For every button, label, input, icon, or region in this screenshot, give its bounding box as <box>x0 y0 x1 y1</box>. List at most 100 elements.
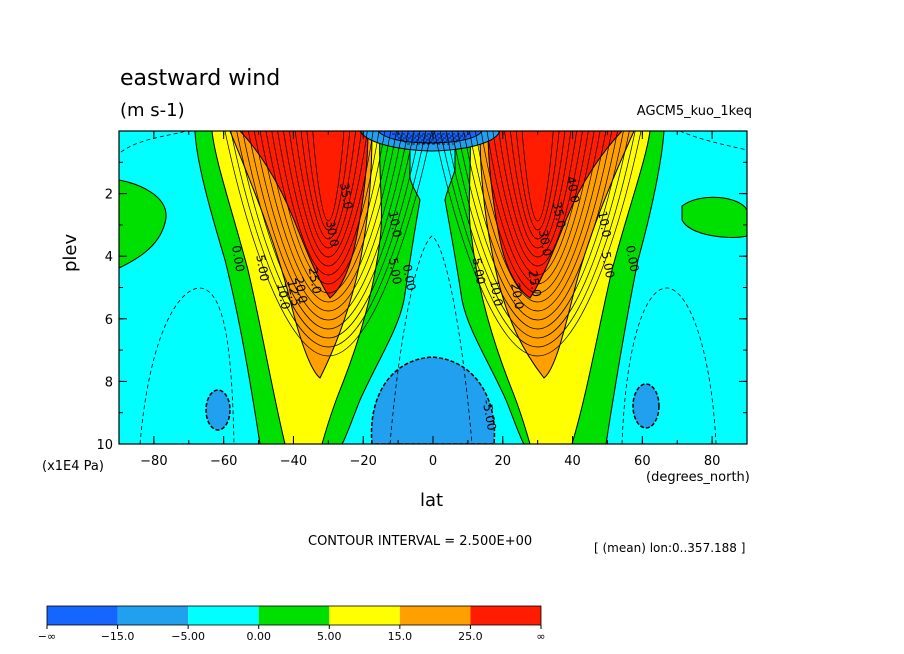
contour-label: -5.00 <box>480 399 499 432</box>
x-tick-label: −40 <box>280 454 307 469</box>
contour-neg-center <box>389 235 473 444</box>
contour-label: 30.0 <box>536 229 554 258</box>
contour-neg-topleft <box>120 131 187 153</box>
legend-swatch <box>470 606 541 625</box>
contour-label: 5.00 <box>470 257 488 286</box>
x-tick-label: 20 <box>495 454 512 469</box>
jet-contour-line <box>224 131 433 357</box>
x-tick-label: 60 <box>634 454 651 469</box>
contour-label: 20.0 <box>292 276 310 305</box>
jet-contour-line <box>300 131 356 240</box>
jet-contour-line <box>242 131 415 330</box>
y-unit-label: (x1E4 Pa) <box>42 459 104 474</box>
legend-swatch <box>117 606 189 625</box>
jet-contour-line <box>504 131 572 249</box>
jet-contour-line <box>486 131 589 276</box>
jet-contour-line <box>253 131 403 312</box>
contour-label: 20.0 <box>508 282 526 311</box>
jet-contour-line <box>445 131 630 339</box>
x-tick-label: −20 <box>350 454 377 469</box>
jet-contour-line <box>474 131 601 294</box>
x-axis-ticks: −80 −60 −40 −20 0 20 40 60 80 <box>118 131 748 469</box>
legend-label: 5.00 <box>317 630 342 643</box>
field-blue-left <box>205 389 231 431</box>
contour-label: 25.0 <box>306 266 324 295</box>
contour-label: 40.0 <box>564 175 582 204</box>
jet-contour-line <box>294 131 362 249</box>
legend-label: 15.0 <box>388 630 413 643</box>
y-tick-label: 4 <box>105 250 113 265</box>
jet-contour-line <box>492 131 583 267</box>
jet-contour-line <box>457 131 618 321</box>
x-tick-label: 0 <box>429 454 437 469</box>
legend-swatch <box>188 606 259 625</box>
contour-neg-right <box>621 287 717 444</box>
field-green-right-edge <box>681 196 747 238</box>
jet-contour-line <box>521 131 554 222</box>
y-tick-label: 10 <box>96 438 113 453</box>
contour-label: 12.5 <box>285 279 303 308</box>
jet-contour-line <box>283 131 374 267</box>
jet-contour-line <box>236 131 421 339</box>
legend-swatch <box>399 606 471 625</box>
contour-label: 5.00 <box>386 257 404 286</box>
jet-contour-line <box>515 131 560 231</box>
contour-label: 10.0 <box>274 282 292 311</box>
contour-label: 10.0 <box>487 279 505 308</box>
legend-swatch <box>329 606 400 625</box>
jet-contour-line <box>265 131 392 294</box>
contour-neg-topright <box>679 131 747 151</box>
chart-units: (m s-1) <box>120 100 185 121</box>
jet-contour-line <box>288 131 368 258</box>
jet-contour-line <box>277 131 380 276</box>
legend-label: ∞ <box>536 630 545 643</box>
jet-contour-line <box>469 131 607 303</box>
contour-label: 10.0 <box>595 210 613 239</box>
contour-label: 0.00 <box>400 263 418 292</box>
color-legend: −∞ −15.0 −5.00 0.00 5.00 15.0 25.0 ∞ <box>38 605 546 643</box>
jet-contour-line <box>312 131 345 222</box>
y-tick-label: 8 <box>105 375 113 390</box>
x-axis-label: lat <box>420 490 444 511</box>
jet-contour-line <box>259 131 397 303</box>
x-tick-label: 80 <box>704 454 721 469</box>
contour-label: 10.0 <box>386 210 404 239</box>
jet-contour-line <box>248 131 409 321</box>
legend-label: −15.0 <box>101 630 135 643</box>
y-tick-label: 2 <box>105 188 113 203</box>
jet-contour-line <box>480 131 595 285</box>
contour-label: 35.0 <box>550 200 568 229</box>
mean-text: [ (mean) lon:0..357.188 ] <box>594 541 746 555</box>
field-blue-right <box>632 383 660 429</box>
x-tick-label: −60 <box>210 454 237 469</box>
legend-swatch <box>258 606 330 625</box>
contour-label: 35.0 <box>337 182 355 211</box>
x-tick-label: 40 <box>564 454 581 469</box>
jet-contour-line <box>451 131 624 330</box>
legend-label: −5.00 <box>171 630 205 643</box>
contour-neg-left <box>139 287 235 444</box>
chart-title: eastward wind <box>120 66 281 91</box>
legend-label: 25.0 <box>458 630 483 643</box>
jet-contour-line <box>463 131 613 312</box>
contour-label: 0.00 <box>229 244 247 273</box>
legend-swatch <box>47 606 118 625</box>
legend-label: −∞ <box>38 630 56 643</box>
jet-contour-line <box>433 131 642 357</box>
contour-label: 25.0 <box>525 269 543 298</box>
run-label: AGCM5_kuo_1keq <box>636 104 752 119</box>
contour-label: 30.0 <box>323 219 341 248</box>
field-blue-bottom <box>370 356 496 444</box>
legend-frame <box>46 605 542 626</box>
jet-contour-line <box>306 131 351 231</box>
contour-label: 5.00 <box>253 254 271 283</box>
y-axis-ticks: 2 4 6 8 10 <box>96 161 747 453</box>
field-green-left-edge <box>119 179 167 269</box>
contour-label: 5.00 <box>599 251 617 280</box>
legend-label: 0.00 <box>246 630 271 643</box>
y-tick-label: 6 <box>105 313 113 328</box>
contour-interval-text: CONTOUR INTERVAL = 2.500E+00 <box>308 534 533 549</box>
contour-labels: 0.00 5.0010.012.520.025.030.035.010.05.00… <box>229 175 642 431</box>
jet-contour-line <box>230 131 427 348</box>
